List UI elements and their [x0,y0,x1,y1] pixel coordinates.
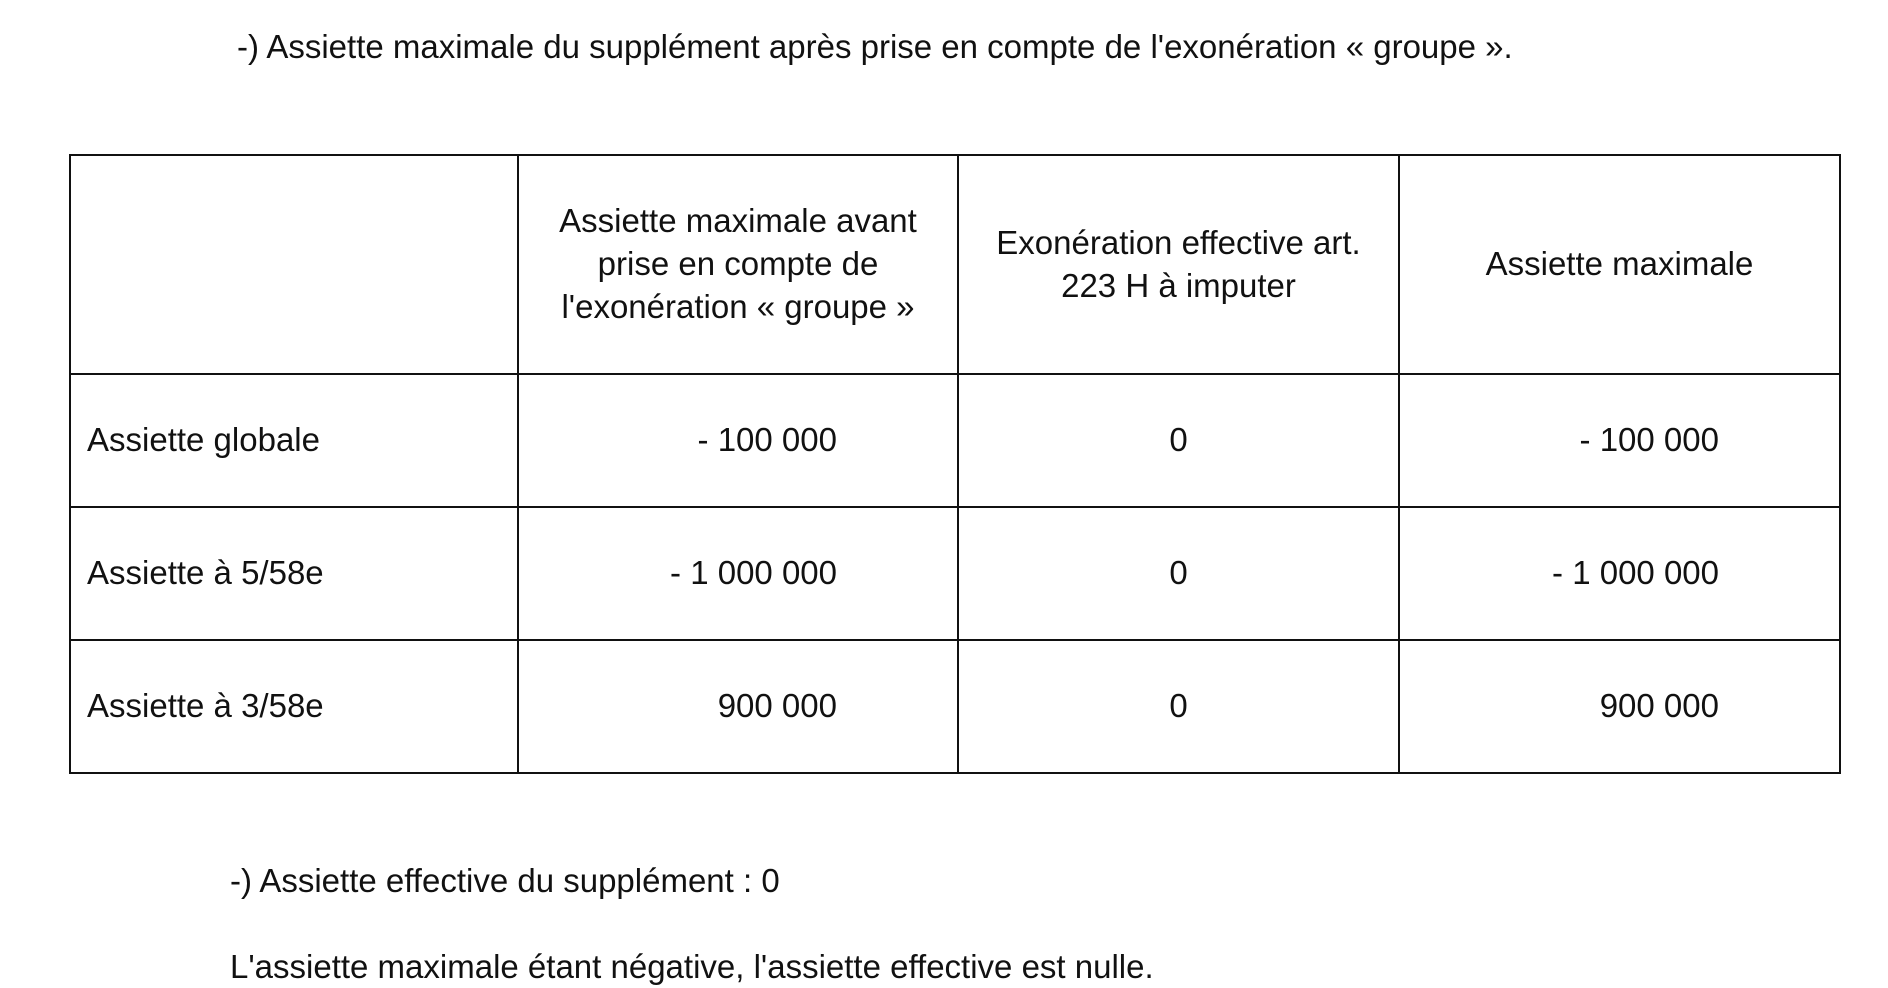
row-label: Assiette à 3/58e [69,639,519,774]
cell-max: 900 000 [1398,639,1841,774]
table-header-row: Assiette maximale avant prise en compte … [69,154,1841,375]
header-empty [69,154,519,375]
row-label: Assiette globale [69,373,519,508]
note-text: L'assiette maximale étant négative, l'as… [230,948,1154,985]
cell-before: - 100 000 [517,373,959,508]
row-label: Assiette à 5/58e [69,506,519,641]
table-row: Assiette à 3/58e 900 000 0 900 000 [69,639,1841,774]
cell-before: 900 000 [517,639,959,774]
cell-before: - 1 000 000 [517,506,959,641]
table-row: Assiette à 5/58e - 1 000 000 0 - 1 000 0… [69,506,1841,641]
cell-exoneration: 0 [957,373,1400,508]
assiette-table: Assiette maximale avant prise en compte … [69,154,1841,774]
section-title: -) Assiette maximale du supplément après… [237,28,1513,65]
header-max: Assiette maximale [1398,154,1841,375]
cell-exoneration: 0 [957,506,1400,641]
effective-base-text: -) Assiette effective du supplément : 0 [230,862,780,899]
cell-max: - 100 000 [1398,373,1841,508]
cell-exoneration: 0 [957,639,1400,774]
table-row: Assiette globale - 100 000 0 - 100 000 [69,373,1841,508]
cell-max: - 1 000 000 [1398,506,1841,641]
header-before: Assiette maximale avant prise en compte … [517,154,959,375]
header-exoneration: Exonération effective art. 223 H à imput… [957,154,1400,375]
